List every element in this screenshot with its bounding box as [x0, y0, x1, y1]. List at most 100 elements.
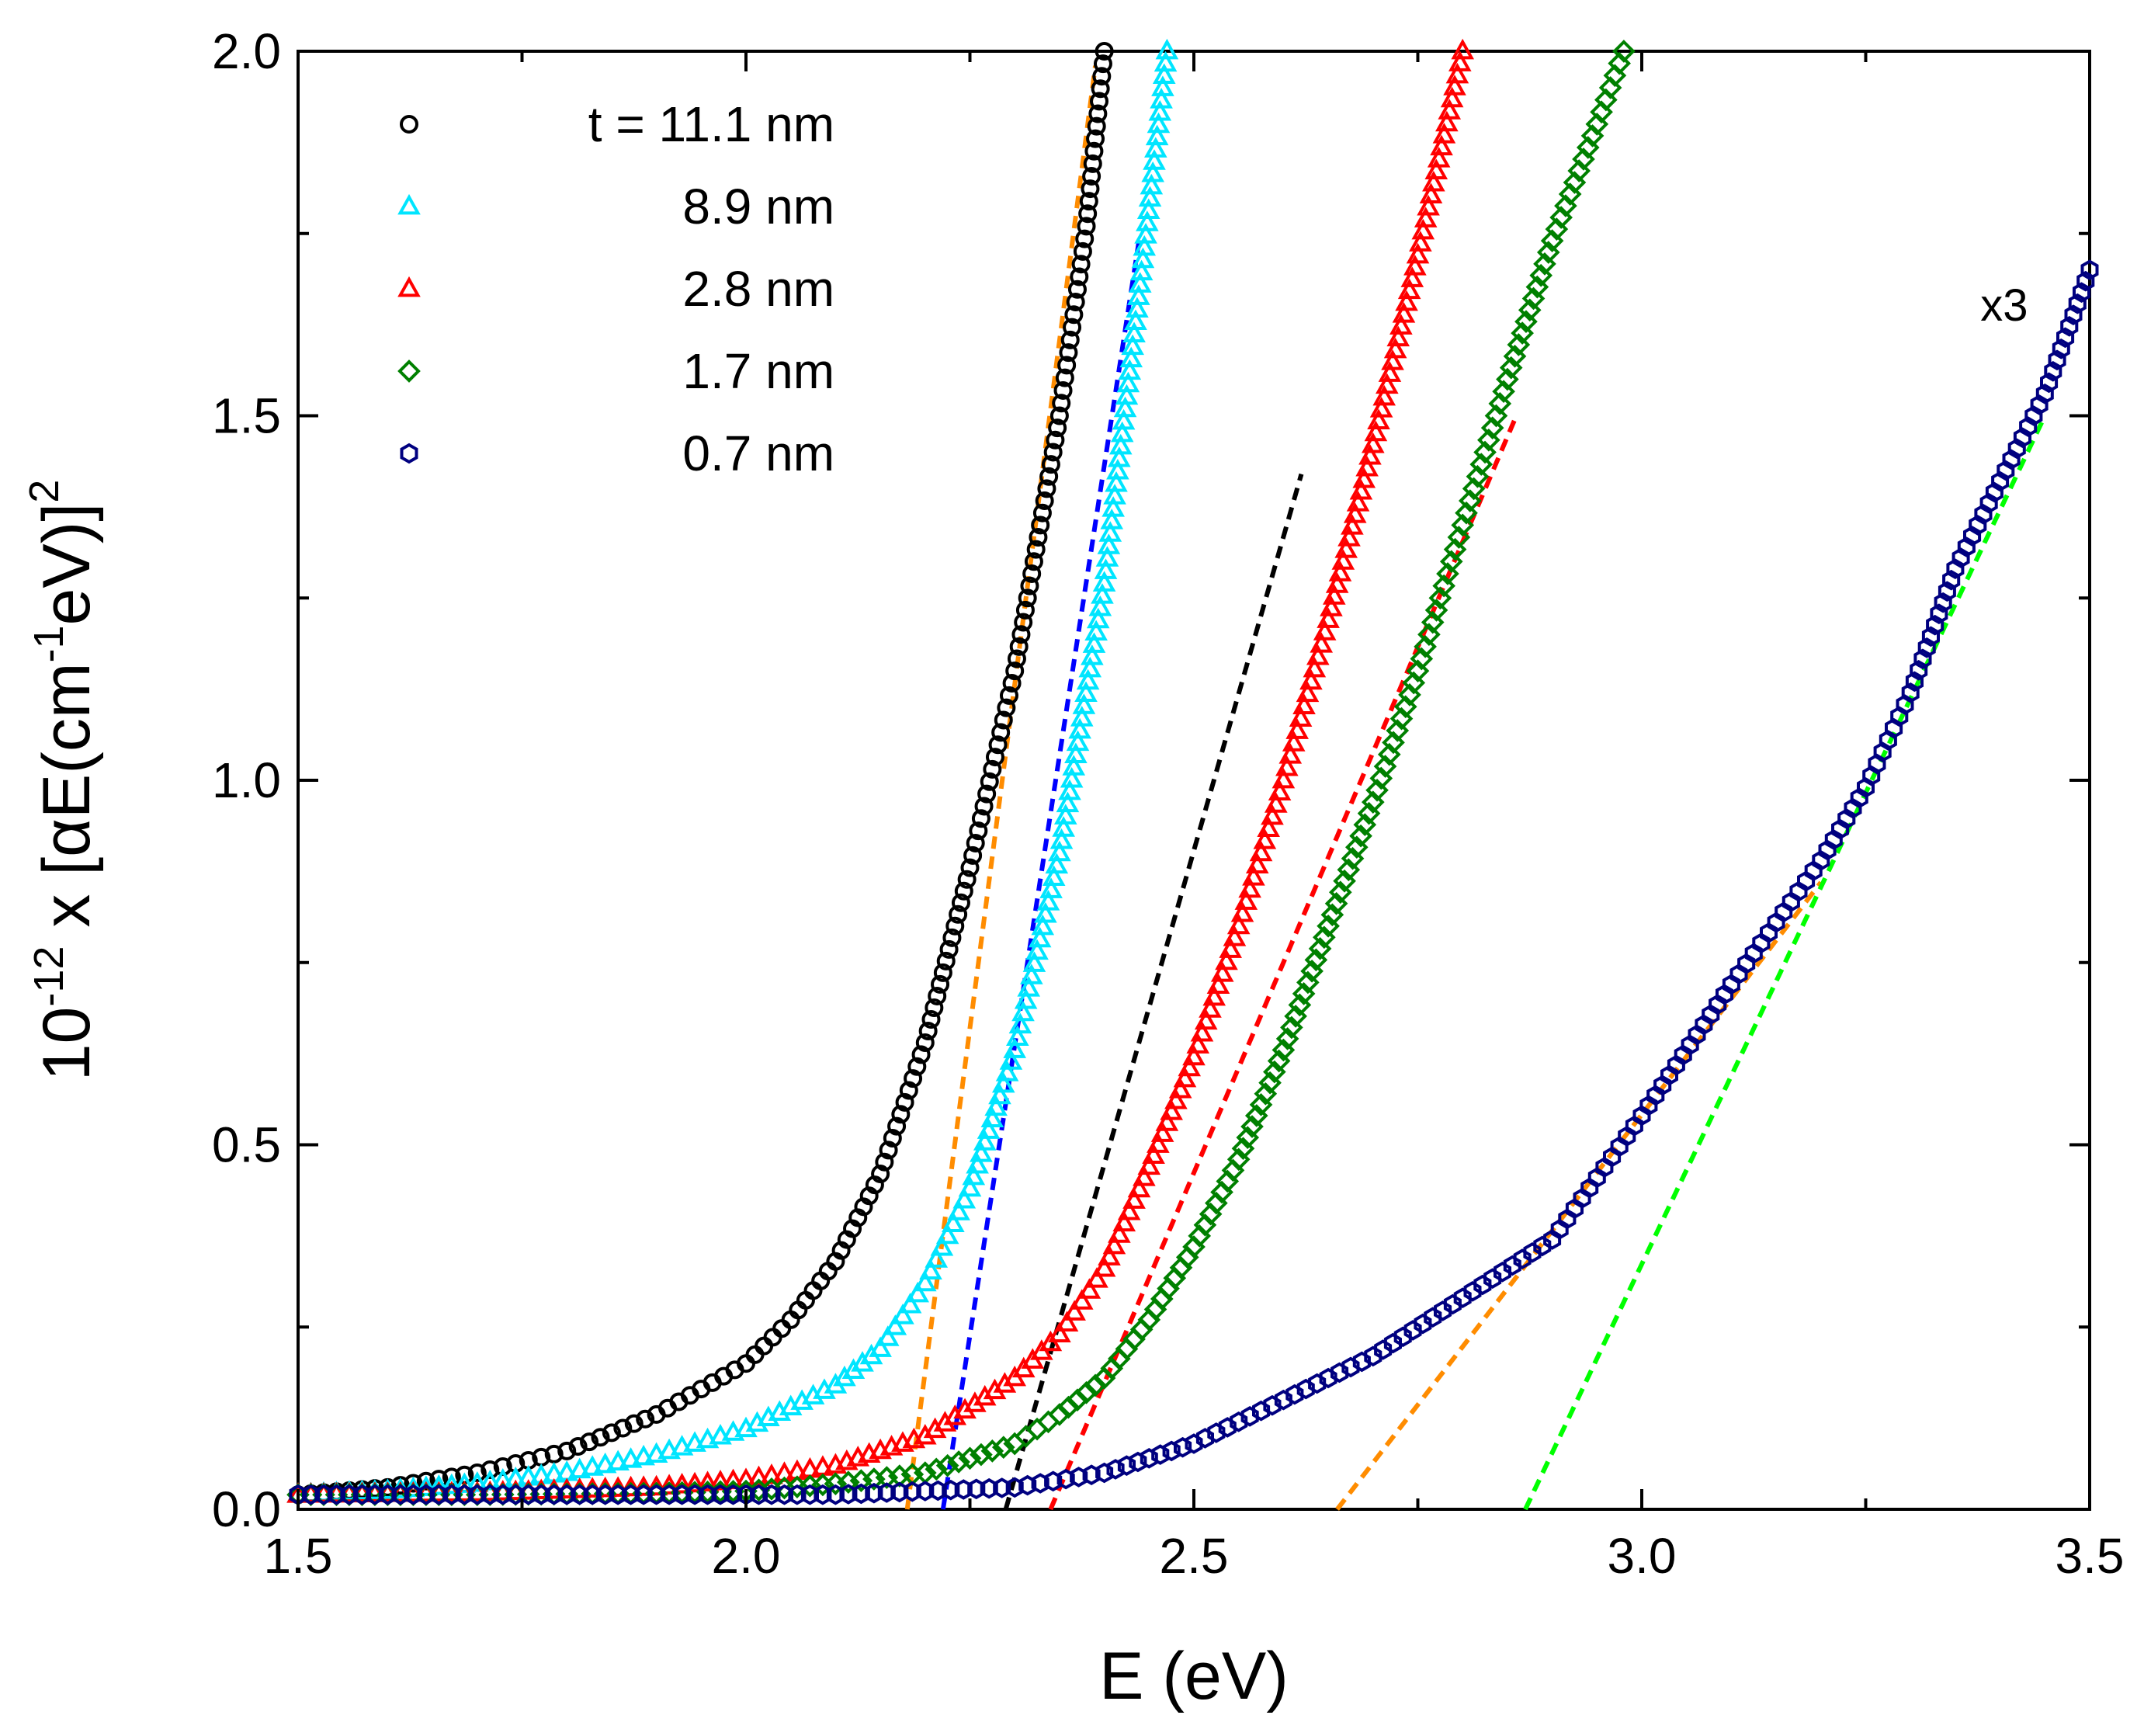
data-point [1060, 767, 1084, 788]
data-point [1469, 453, 1494, 476]
data-point [453, 1472, 477, 1493]
data-point [1185, 1433, 1203, 1454]
data-point [1112, 408, 1136, 430]
data-point [1092, 1256, 1116, 1277]
fit-line-5 [1335, 880, 1823, 1511]
data-point [1352, 467, 1376, 488]
data-point [1048, 1321, 1071, 1343]
data-point [1513, 1248, 1532, 1269]
y-tick-label: 0.0 [212, 1481, 281, 1537]
data-point [1378, 361, 1402, 382]
data-point [1202, 984, 1226, 1006]
data-point [657, 1438, 681, 1460]
data-point [1466, 464, 1490, 488]
legend-marker [397, 276, 421, 297]
data-point [1118, 359, 1142, 380]
data-point [1313, 620, 1337, 641]
data-point [1126, 297, 1149, 318]
data-point [1440, 86, 1464, 108]
data-point [991, 1071, 1015, 1093]
data-point [1082, 166, 1101, 186]
data-point [1328, 561, 1352, 582]
data-point [1147, 1132, 1170, 1153]
data-point [1095, 546, 1119, 567]
data-point [1140, 1447, 1158, 1469]
legend-marker [400, 115, 418, 134]
data-point [1299, 668, 1323, 690]
data-point [1095, 1462, 1114, 1484]
data-point [1070, 1467, 1088, 1488]
data-point [1646, 1085, 1665, 1106]
data-point [1140, 173, 1164, 195]
data-point [1031, 1473, 1049, 1494]
data-point [1424, 1307, 1442, 1328]
data-point [1112, 1210, 1136, 1232]
data-point [1215, 949, 1238, 970]
data-point [1117, 1200, 1141, 1220]
data-point [1022, 564, 1042, 583]
y-axis-label: 10-12 x [αE(cm-1eV)]2 [21, 480, 104, 1082]
data-point [1503, 1255, 1521, 1276]
data-point [745, 1345, 765, 1364]
data-point [1078, 204, 1098, 224]
data-point [1812, 849, 1830, 871]
data-point [1045, 852, 1069, 874]
data-point [947, 1200, 970, 1220]
data-point [755, 1336, 774, 1356]
data-point [1372, 384, 1396, 406]
series-4 [286, 40, 1636, 1507]
data-point [1142, 1143, 1165, 1164]
data-point [1837, 808, 1856, 829]
data-point [1182, 1044, 1206, 1066]
data-point [958, 1175, 982, 1197]
data-point [1141, 161, 1164, 182]
data-point [1115, 384, 1139, 405]
data-point [1702, 1004, 1720, 1026]
data-point [1082, 632, 1106, 653]
data-point [1020, 576, 1039, 595]
y-label-prefix: 10 [29, 1007, 104, 1082]
data-point [906, 1281, 929, 1303]
legend: t = 11.1 nm 8.9 nm 2.8 nm 1.7 nm 0.7 nm [397, 96, 834, 481]
data-point [1034, 902, 1057, 923]
data-point [1090, 92, 1109, 111]
data-point [1042, 865, 1066, 886]
data-point [1393, 1326, 1412, 1348]
data-point [1113, 396, 1137, 418]
data-point [988, 1083, 1011, 1105]
data-point [1443, 537, 1467, 561]
x-tick-label: 2.5 [1160, 1528, 1229, 1584]
data-point [958, 1446, 982, 1470]
data-point [1473, 1274, 1492, 1296]
data-point [1122, 1188, 1146, 1209]
data-point [1076, 668, 1100, 690]
data-point [1064, 305, 1084, 325]
data-point [416, 1471, 435, 1491]
data-point [1100, 509, 1124, 529]
data-point [760, 1463, 783, 1484]
data-point [644, 1442, 668, 1463]
data-point [970, 1141, 993, 1162]
data-point [1062, 755, 1086, 776]
data-point [1168, 1077, 1192, 1099]
fit-lines [904, 65, 2048, 1511]
data-point [1077, 1278, 1101, 1299]
data-point [1074, 681, 1098, 702]
data-point [1473, 440, 1497, 464]
data-point [1036, 1410, 1060, 1434]
data-point [544, 1444, 564, 1463]
data-point [1024, 552, 1043, 571]
data-point [1127, 1176, 1151, 1198]
data-point [947, 1450, 970, 1474]
data-point [1160, 1099, 1183, 1120]
data-point [1122, 321, 1146, 343]
data-point [1346, 491, 1370, 512]
data-point [1110, 421, 1134, 443]
data-point [1716, 984, 1733, 1005]
data-point [1093, 54, 1112, 74]
data-point [1358, 443, 1382, 465]
fit-line-2 [940, 233, 1143, 1510]
data-point [925, 998, 944, 1017]
data-point [593, 1452, 617, 1474]
data-point [1084, 1373, 1107, 1397]
